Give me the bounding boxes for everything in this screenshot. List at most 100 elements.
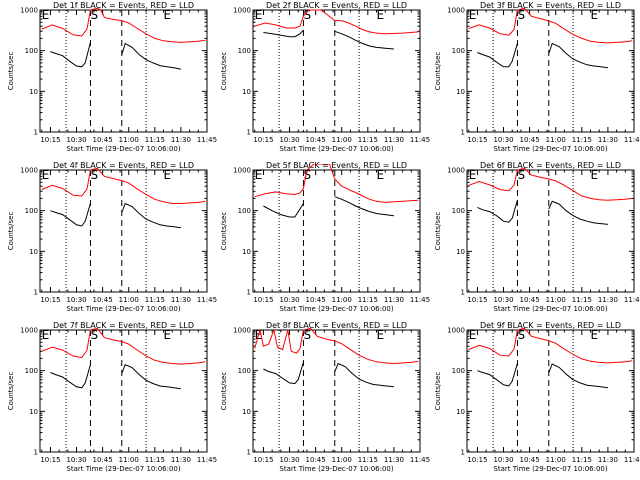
y-tick-label: 1000 — [447, 167, 465, 175]
x-tick-label: 11:15 — [358, 456, 378, 464]
plot-frame — [252, 329, 421, 453]
series-line-events — [477, 200, 518, 223]
y-tick-label: 10 — [456, 88, 465, 96]
plot-frame — [466, 329, 635, 453]
marker-label: E — [377, 8, 385, 22]
y-axis-label: Counts/sec — [7, 212, 15, 251]
x-tick-label: 10:45 — [306, 136, 326, 144]
panel-det-4: Det 4f BLACK = Events, RED = LLD 1 10 100 10… — [7, 161, 217, 313]
x-tick-label: 11:45 — [624, 296, 640, 304]
marker-label: E — [255, 8, 263, 22]
y-tick-label: 1 — [247, 449, 251, 457]
y-axis-label: Counts/sec — [434, 52, 442, 91]
y-tick-label: 1 — [34, 129, 38, 137]
plot-frame — [252, 169, 421, 293]
plot-frame — [39, 9, 208, 133]
x-axis-label: Start Time (29-Dec-07 10:06:00) — [66, 465, 180, 473]
x-tick-label: 10:45 — [520, 296, 540, 304]
y-tick-label: 1 — [461, 129, 465, 137]
x-tick-label: 10:45 — [520, 136, 540, 144]
x-tick-label: 11:30 — [598, 456, 618, 464]
y-axis-label: Counts/sec — [7, 372, 15, 411]
x-axis-label: Start Time (29-Dec-07 10:06:00) — [279, 145, 393, 153]
series-line-events — [50, 203, 91, 227]
y-tick-label: 100 — [25, 47, 38, 55]
y-tick-label: 10 — [29, 408, 38, 416]
x-tick-label: 10:30 — [66, 136, 86, 144]
x-tick-label: 11:00 — [119, 296, 139, 304]
y-tick-label: 100 — [25, 367, 38, 375]
x-tick-label: 11:45 — [197, 456, 217, 464]
x-axis-label: Start Time (29-Dec-07 10:06:00) — [279, 465, 393, 473]
panel-det-6: Det 6f BLACK = Events, RED = LLD 1 10 100 10… — [434, 161, 640, 313]
series-line-lld — [254, 164, 419, 203]
series-line-events — [477, 43, 518, 68]
x-tick-label: 10:30 — [493, 136, 513, 144]
x-tick-label: 11:30 — [384, 456, 404, 464]
x-tick-label: 10:30 — [279, 136, 299, 144]
x-tick-label: 11:45 — [410, 136, 430, 144]
panel-det-2: Det 2f BLACK = Events, RED = LLD 1 10 100 10… — [220, 1, 430, 153]
y-axis-label: Counts/sec — [434, 372, 442, 411]
series-line-events — [263, 29, 304, 38]
x-tick-label: 11:00 — [119, 456, 139, 464]
x-tick-label: 11:00 — [546, 136, 566, 144]
y-tick-label: 1 — [34, 289, 38, 297]
x-tick-label: 11:45 — [410, 296, 430, 304]
marker-label: S — [90, 328, 98, 342]
x-tick-label: 11:15 — [145, 136, 165, 144]
panel-det-7: Det 7f BLACK = Events, RED = LLD 1 10 100 10… — [7, 321, 217, 473]
x-tick-label: 11:00 — [546, 296, 566, 304]
x-tick-label: 11:30 — [171, 456, 191, 464]
x-tick-label: 11:15 — [572, 456, 592, 464]
y-axis-label: Counts/sec — [220, 52, 228, 91]
y-tick-label: 1000 — [233, 7, 251, 15]
series-line-events — [121, 202, 181, 229]
series-line-events — [50, 364, 91, 389]
x-tick-label: 11:30 — [384, 296, 404, 304]
y-tick-label: 1000 — [233, 167, 251, 175]
y-tick-label: 10 — [456, 248, 465, 256]
x-tick-label: 10:15 — [467, 296, 487, 304]
x-tick-label: 11:00 — [332, 136, 352, 144]
y-tick-label: 10 — [242, 408, 251, 416]
y-tick-label: 10 — [456, 408, 465, 416]
panel-title: Det 6f BLACK = Events, RED = LLD — [480, 161, 621, 170]
x-tick-label: 10:45 — [306, 296, 326, 304]
y-tick-label: 1 — [247, 129, 251, 137]
x-tick-label: 10:15 — [253, 136, 273, 144]
y-tick-label: 1000 — [20, 327, 38, 335]
plot-frame — [39, 169, 208, 293]
x-tick-label: 11:45 — [624, 456, 640, 464]
series-line-lld — [468, 327, 633, 364]
marker-label: E — [377, 168, 385, 182]
x-tick-label: 11:45 — [410, 456, 430, 464]
y-tick-label: 1000 — [20, 167, 38, 175]
x-tick-label: 10:45 — [93, 296, 113, 304]
marker-label: E — [591, 328, 599, 342]
x-tick-label: 10:45 — [306, 456, 326, 464]
series-line-lld — [41, 327, 206, 365]
y-tick-label: 10 — [242, 88, 251, 96]
y-tick-label: 1000 — [20, 7, 38, 15]
y-tick-label: 100 — [25, 207, 38, 215]
x-tick-label: 11:15 — [358, 296, 378, 304]
x-tick-label: 10:15 — [40, 136, 60, 144]
series-line-events — [334, 196, 394, 217]
y-tick-label: 100 — [452, 367, 465, 375]
marker-label: S — [517, 8, 525, 22]
plot-frame — [466, 9, 635, 133]
x-tick-label: 11:00 — [546, 456, 566, 464]
x-tick-label: 11:45 — [197, 296, 217, 304]
panel-det-3: Det 3f BLACK = Events, RED = LLD 1 10 100 10… — [434, 1, 640, 153]
x-tick-label: 11:15 — [145, 296, 165, 304]
x-tick-label: 11:45 — [624, 136, 640, 144]
series-line-events — [548, 363, 608, 389]
series-line-events — [50, 42, 91, 68]
x-tick-label: 10:30 — [493, 296, 513, 304]
panel-title: Det 9f BLACK = Events, RED = LLD — [480, 321, 621, 330]
x-axis-label: Start Time (29-Dec-07 10:06:00) — [279, 305, 393, 313]
marker-label: E — [42, 328, 50, 342]
x-axis-label: Start Time (29-Dec-07 10:06:00) — [493, 145, 607, 153]
y-tick-label: 100 — [238, 207, 251, 215]
